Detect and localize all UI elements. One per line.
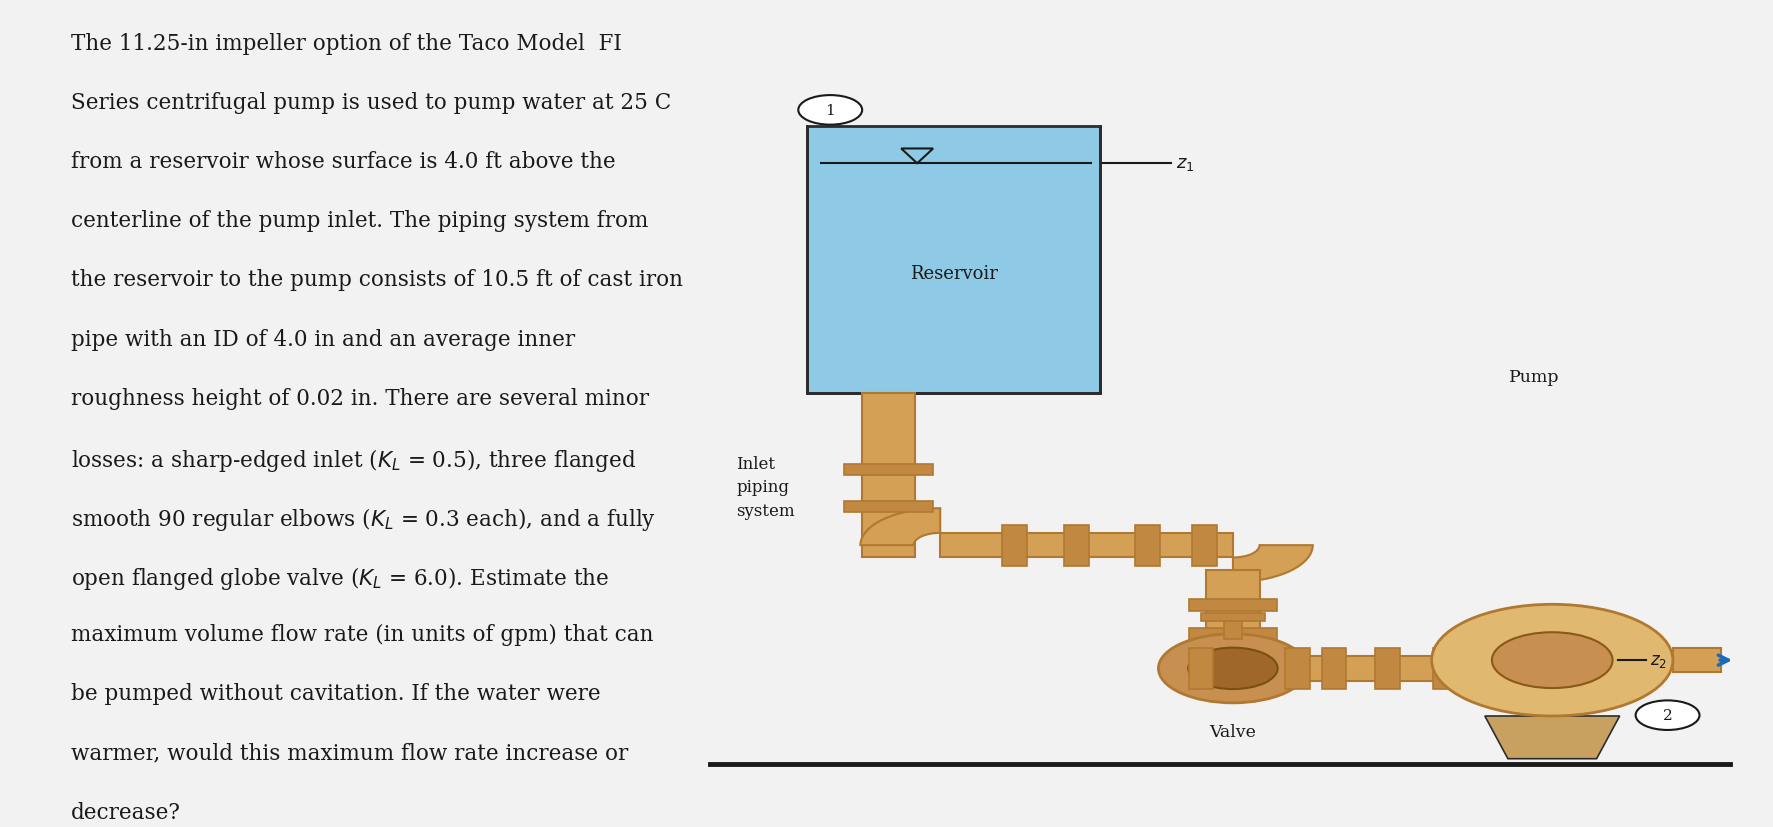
- Text: Reservoir: Reservoir: [910, 265, 996, 283]
- Circle shape: [798, 96, 862, 126]
- Text: warmer, would this maximum flow rate increase or: warmer, would this maximum flow rate inc…: [71, 742, 628, 763]
- Circle shape: [1431, 605, 1672, 716]
- Bar: [1223, 621, 1241, 639]
- Circle shape: [1635, 700, 1699, 730]
- Text: the reservoir to the pump consists of 10.5 ft of cast iron: the reservoir to the pump consists of 10…: [71, 269, 683, 291]
- Text: losses: a sharp-edged inlet ($K_L$ = 0.5), three flanged: losses: a sharp-edged inlet ($K_L$ = 0.5…: [71, 447, 637, 473]
- Text: $z_1$: $z_1$: [1175, 155, 1193, 173]
- Bar: [844, 464, 933, 476]
- Bar: [1191, 525, 1216, 566]
- Text: open flanged globe valve ($K_L$ = 6.0). Estimate the: open flanged globe valve ($K_L$ = 6.0). …: [71, 564, 608, 591]
- Bar: [807, 127, 1099, 394]
- Text: be pumped without cavitation. If the water were: be pumped without cavitation. If the wat…: [71, 682, 601, 705]
- Bar: [1307, 657, 1454, 681]
- Bar: [1321, 648, 1346, 689]
- Circle shape: [1158, 634, 1307, 703]
- Bar: [1433, 648, 1457, 689]
- Text: maximum volume flow rate (in units of gpm) that can: maximum volume flow rate (in units of gp…: [71, 624, 652, 646]
- Text: roughness height of 0.02 in. There are several minor: roughness height of 0.02 in. There are s…: [71, 387, 649, 409]
- Polygon shape: [1484, 716, 1619, 759]
- Bar: [1188, 629, 1277, 640]
- Bar: [1002, 525, 1027, 566]
- Text: smooth 90 regular elbows ($K_L$ = 0.3 each), and a fully: smooth 90 regular elbows ($K_L$ = 0.3 ea…: [71, 505, 656, 533]
- Bar: [1284, 648, 1308, 689]
- Bar: [1188, 600, 1277, 611]
- Text: The 11.25-in impeller option of the Taco Model  FI: The 11.25-in impeller option of the Taco…: [71, 33, 621, 55]
- Bar: [1064, 525, 1089, 566]
- Bar: [1188, 648, 1213, 689]
- Text: $z_2$: $z_2$: [1649, 652, 1667, 669]
- Bar: [1206, 570, 1259, 660]
- Bar: [1200, 613, 1264, 621]
- Text: from a reservoir whose surface is 4.0 ft above the: from a reservoir whose surface is 4.0 ft…: [71, 151, 615, 173]
- Bar: [844, 501, 933, 513]
- Bar: [1135, 525, 1160, 566]
- Text: Inlet
piping
system: Inlet piping system: [736, 456, 794, 519]
- Wedge shape: [1232, 546, 1312, 582]
- Bar: [940, 533, 1232, 557]
- Bar: [1672, 648, 1720, 672]
- Text: Valve: Valve: [1209, 724, 1255, 740]
- Text: 2: 2: [1661, 708, 1672, 722]
- Bar: [862, 394, 915, 557]
- Bar: [1374, 648, 1399, 689]
- Text: centerline of the pump inlet. The piping system from: centerline of the pump inlet. The piping…: [71, 210, 647, 232]
- Wedge shape: [860, 509, 940, 546]
- Text: Series centrifugal pump is used to pump water at 25 C: Series centrifugal pump is used to pump …: [71, 92, 670, 114]
- Text: 1: 1: [824, 103, 835, 117]
- Text: pipe with an ID of 4.0 in and an average inner: pipe with an ID of 4.0 in and an average…: [71, 328, 574, 350]
- Text: Pump: Pump: [1509, 369, 1558, 386]
- Circle shape: [1188, 648, 1277, 689]
- Text: decrease?: decrease?: [71, 801, 181, 823]
- Circle shape: [1491, 633, 1612, 688]
